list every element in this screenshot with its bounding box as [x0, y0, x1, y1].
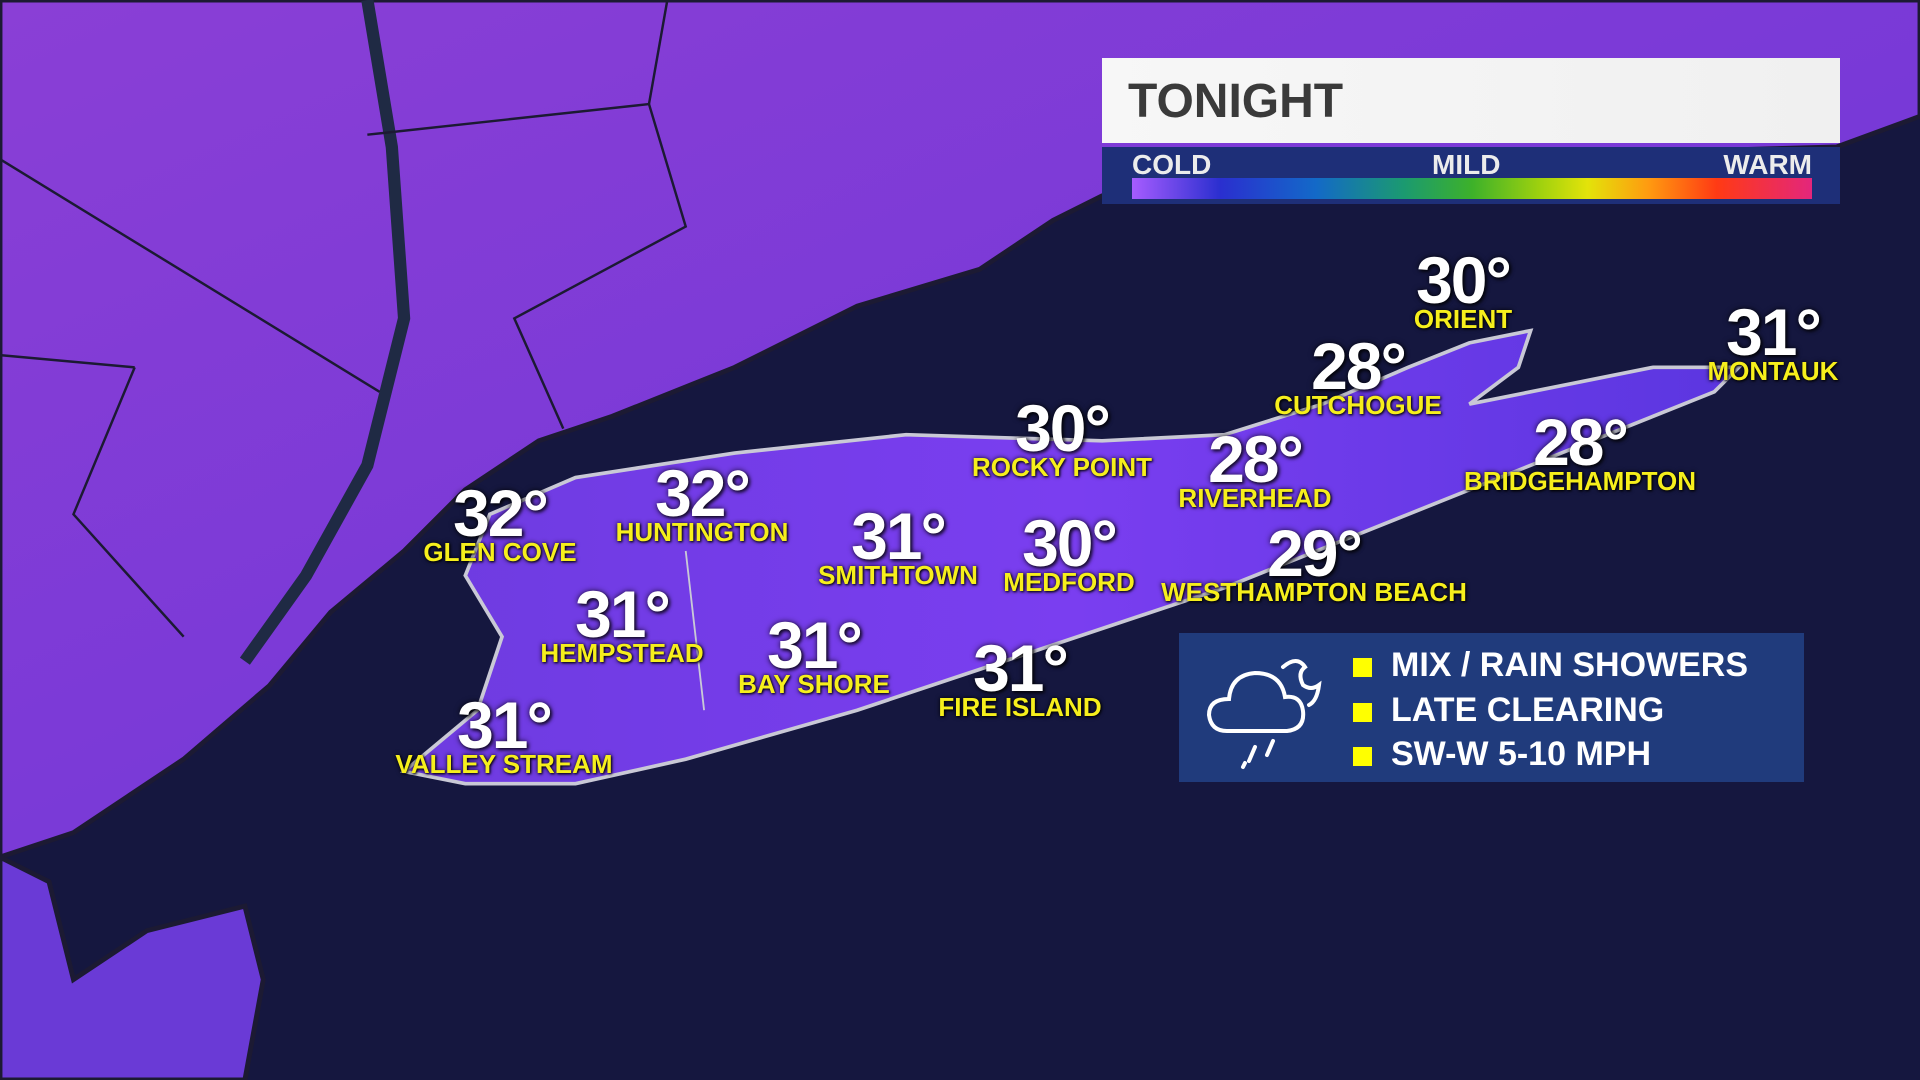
- city-temp: 31°: [767, 608, 863, 682]
- long-island: [399, 328, 1744, 786]
- city-riverhead: 28° RIVERHEAD: [1178, 422, 1332, 513]
- city-fire-island: 31° FIRE ISLAND: [938, 631, 1102, 722]
- city-name: HEMPSTEAD: [540, 638, 704, 668]
- city-valley-stream: 31° VALLEY STREAM: [395, 688, 613, 779]
- city-temp: 30°: [1022, 506, 1118, 580]
- city-temp: 30°: [1416, 243, 1512, 317]
- condition-precip: MIX / RAIN SHOWERS: [1391, 646, 1749, 684]
- city-temp: 31°: [575, 577, 671, 651]
- city-temp: 31°: [1726, 295, 1822, 369]
- city-orient: 30° ORIENT: [1413, 243, 1513, 334]
- city-bay-shore: 31° BAY SHORE: [738, 608, 890, 699]
- city-cutchogue: 28° CUTCHOGUE: [1274, 329, 1442, 420]
- city-temp: 32°: [453, 476, 549, 550]
- city-name: RIVERHEAD: [1178, 483, 1332, 513]
- city-smithtown: 31° SMITHTOWN: [818, 499, 978, 590]
- bullet-square: [1353, 703, 1372, 722]
- city-medford: 30° MEDFORD: [1003, 506, 1135, 597]
- city-temp: 28°: [1311, 329, 1407, 403]
- bullet-square: [1353, 747, 1372, 766]
- county-lines: [0, 0, 688, 638]
- conditions-panel: MIX / RAIN SHOWERS LATE CLEARING SW-W 5-…: [1179, 633, 1804, 782]
- city-temp: 28°: [1208, 422, 1304, 496]
- city-rocky-point: 30° ROCKY POINT: [971, 391, 1153, 482]
- city-temp: 30°: [1015, 391, 1111, 465]
- city-westhampton-beach: 29° WESTHAMPTON BEACH: [1161, 516, 1467, 607]
- city-temp: 28°: [1533, 405, 1629, 479]
- city-name: SMITHTOWN: [818, 560, 978, 590]
- city-huntington: 32° HUNTINGTON: [615, 456, 789, 547]
- city-name: ROCKY POINT: [971, 452, 1153, 482]
- city-temp: 31°: [973, 631, 1069, 705]
- city-name: GLEN COVE: [423, 537, 577, 567]
- city-name: BAY SHORE: [738, 669, 890, 699]
- bullet-square: [1353, 658, 1372, 677]
- city-bridgehampton: 28° BRIDGEHAMPTON: [1463, 405, 1697, 496]
- temperature-scale: COLD MILD WARM: [1102, 147, 1840, 204]
- scale-cold-label: COLD: [1132, 149, 1212, 180]
- city-name: WESTHAMPTON BEACH: [1161, 577, 1467, 607]
- city-name: MONTAUK: [1707, 356, 1839, 386]
- scale-mild-label: MILD: [1432, 149, 1501, 180]
- city-name: VALLEY STREAM: [395, 749, 613, 779]
- city-hempstead: 31° HEMPSTEAD: [540, 577, 704, 668]
- city-glen-cove: 32° GLEN COVE: [423, 476, 577, 567]
- scale-warm-label: WARM: [1723, 149, 1812, 180]
- city-name: ORIENT: [1413, 304, 1513, 334]
- city-name: FIRE ISLAND: [938, 692, 1102, 722]
- city-temp: 31°: [457, 688, 553, 762]
- city-montauk: 31° MONTAUK: [1707, 295, 1839, 386]
- new-jersey-shore: [0, 854, 266, 1080]
- city-temp: 29°: [1267, 516, 1363, 590]
- scale-color-bar: [1132, 178, 1812, 199]
- nassau-suffolk-line: [684, 550, 705, 711]
- title-banner: TONIGHT: [1102, 58, 1840, 143]
- hudson-river: [239, 0, 411, 665]
- city-name: CUTCHOGUE: [1274, 390, 1442, 420]
- city-name: BRIDGEHAMPTON: [1463, 466, 1697, 496]
- cloud-moon-rain-icon: [1206, 659, 1322, 769]
- condition-wind: SW-W 5-10 MPH: [1391, 735, 1651, 773]
- city-name: HUNTINGTON: [615, 517, 789, 547]
- condition-sky: LATE CLEARING: [1391, 691, 1665, 729]
- city-temp: 32°: [655, 456, 751, 530]
- city-temp: 31°: [851, 499, 947, 573]
- city-name: MEDFORD: [1003, 567, 1135, 597]
- page-title: TONIGHT: [1128, 75, 1344, 128]
